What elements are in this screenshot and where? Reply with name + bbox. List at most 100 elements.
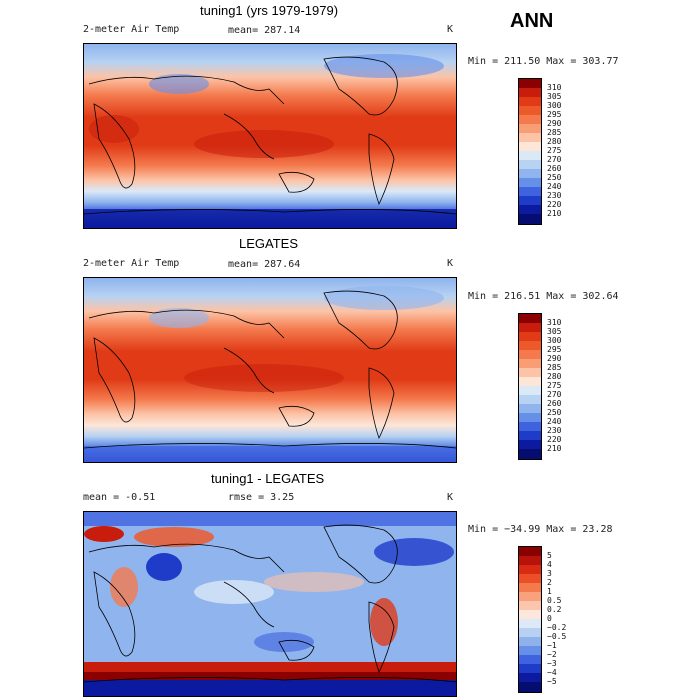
colorbar-cell — [519, 673, 541, 682]
panel-3-diff-feature — [146, 553, 182, 581]
panel-2-units-label: K — [447, 258, 454, 269]
colorbar-tick-label: 220 — [547, 200, 562, 209]
colorbar-cell — [519, 88, 541, 97]
panel-1-mean-label: mean= 287.14 — [228, 25, 301, 36]
colorbar-tick-label: 290 — [547, 354, 562, 363]
colorbar-cell — [519, 565, 541, 574]
panel-3-map — [83, 511, 457, 697]
panel-2-colorbar — [518, 313, 542, 460]
colorbar-cell — [519, 187, 541, 196]
panel-3-diff-feature — [254, 632, 314, 652]
colorbar-cell — [519, 404, 541, 413]
colorbar-tick-label: 250 — [547, 173, 562, 182]
panel-3-minmax: Min = −34.99 Max = 23.28 — [468, 524, 613, 535]
colorbar-tick-label: −3 — [547, 659, 557, 668]
panel-2-variable-label: 2-meter Air Temp — [83, 258, 180, 269]
colorbar-cell — [519, 449, 541, 459]
colorbar-tick-label: −5 — [547, 677, 557, 686]
colorbar-tick-label: 240 — [547, 417, 562, 426]
colorbar-cell — [519, 574, 541, 583]
colorbar-tick-label: 220 — [547, 435, 562, 444]
panel-2-mean-label: mean= 287.64 — [228, 259, 301, 270]
colorbar-cell — [519, 115, 541, 124]
panel-3-diff-feature — [370, 598, 398, 646]
colorbar-tick-label: 305 — [547, 92, 562, 101]
panel-2-title: LEGATES — [239, 236, 299, 251]
panel-2-minmax: Min = 216.51 Max = 302.64 — [468, 291, 619, 302]
panel-3-southern-band — [84, 662, 456, 672]
panel-3-mean-label: mean = -0.51 — [83, 492, 156, 503]
panel-1-title: tuning1 (yrs 1979-1979) — [200, 3, 339, 18]
panel-1-tibet-cold — [149, 74, 209, 94]
colorbar-cell — [519, 664, 541, 673]
colorbar-tick-label: −0.2 — [547, 623, 567, 632]
panel-1-coastlines — [84, 56, 456, 215]
panel-1-minmax: Min = 211.50 Max = 303.77 — [468, 56, 619, 67]
colorbar-cell — [519, 377, 541, 386]
colorbar-tick-label: 270 — [547, 155, 562, 164]
panel-1-variable-label: 2-meter Air Temp — [83, 24, 180, 35]
colorbar-tick-label: 210 — [547, 209, 562, 218]
panel-1-map — [83, 43, 457, 229]
colorbar-tick-label: 250 — [547, 408, 562, 417]
colorbar-cell — [519, 422, 541, 431]
colorbar-cell — [519, 359, 541, 368]
panel-1-antarctica — [84, 209, 456, 228]
panel-3-diff-feature — [264, 572, 364, 592]
colorbar-tick-label: 295 — [547, 110, 562, 119]
colorbar-tick-label: 300 — [547, 101, 562, 110]
colorbar-tick-label: 280 — [547, 137, 562, 146]
colorbar-tick-label: 2 — [547, 578, 552, 587]
panel-2-map — [83, 277, 457, 463]
colorbar-cell — [519, 368, 541, 377]
panel-2-map-svg — [84, 278, 456, 462]
colorbar-tick-label: 285 — [547, 363, 562, 372]
colorbar-cell — [519, 314, 541, 323]
colorbar-tick-label: 0.5 — [547, 596, 562, 605]
colorbar-cell — [519, 682, 541, 692]
colorbar-cell — [519, 610, 541, 619]
panel-3-diff-feature — [134, 527, 214, 547]
colorbar-cell — [519, 169, 541, 178]
colorbar-tick-label: 300 — [547, 336, 562, 345]
colorbar-cell — [519, 646, 541, 655]
panel-3-diff-feature — [194, 580, 274, 604]
colorbar-cell — [519, 323, 541, 332]
colorbar-tick-label: 240 — [547, 182, 562, 191]
panel-3-rmse-label: rmse = 3.25 — [228, 492, 295, 503]
colorbar-cell — [519, 341, 541, 350]
colorbar-tick-label: 3 — [547, 569, 552, 578]
panel-3-coastlines — [84, 524, 456, 683]
panel-2-coastlines — [84, 290, 456, 449]
colorbar-cell — [519, 332, 541, 341]
colorbar-cell — [519, 178, 541, 187]
panel-2-tibet-cold — [149, 308, 209, 328]
colorbar-tick-label: 230 — [547, 426, 562, 435]
colorbar-tick-label: −1 — [547, 641, 557, 650]
colorbar-cell — [519, 124, 541, 133]
panel-1-warm-pool — [194, 130, 334, 158]
colorbar-cell — [519, 350, 541, 359]
colorbar-tick-label: 280 — [547, 372, 562, 381]
colorbar-tick-label: 4 — [547, 560, 552, 569]
colorbar-cell — [519, 583, 541, 592]
colorbar-cell — [519, 79, 541, 88]
colorbar-cell — [519, 133, 541, 142]
colorbar-tick-label: 285 — [547, 128, 562, 137]
colorbar-cell — [519, 214, 541, 224]
colorbar-cell — [519, 637, 541, 646]
colorbar-tick-label: 310 — [547, 83, 562, 92]
colorbar-tick-label: 0 — [547, 614, 552, 623]
colorbar-tick-label: 270 — [547, 390, 562, 399]
colorbar-cell — [519, 601, 541, 610]
panel-3-map-svg — [84, 512, 456, 696]
panel-3-diff-feature — [84, 526, 124, 542]
panel-1-africa-warm — [89, 115, 139, 143]
colorbar-cell — [519, 196, 541, 205]
colorbar-tick-label: −2 — [547, 650, 557, 659]
colorbar-cell — [519, 556, 541, 565]
season-label: ANN — [510, 10, 554, 32]
colorbar-cell — [519, 106, 541, 115]
colorbar-tick-label: 210 — [547, 444, 562, 453]
colorbar-cell — [519, 655, 541, 664]
